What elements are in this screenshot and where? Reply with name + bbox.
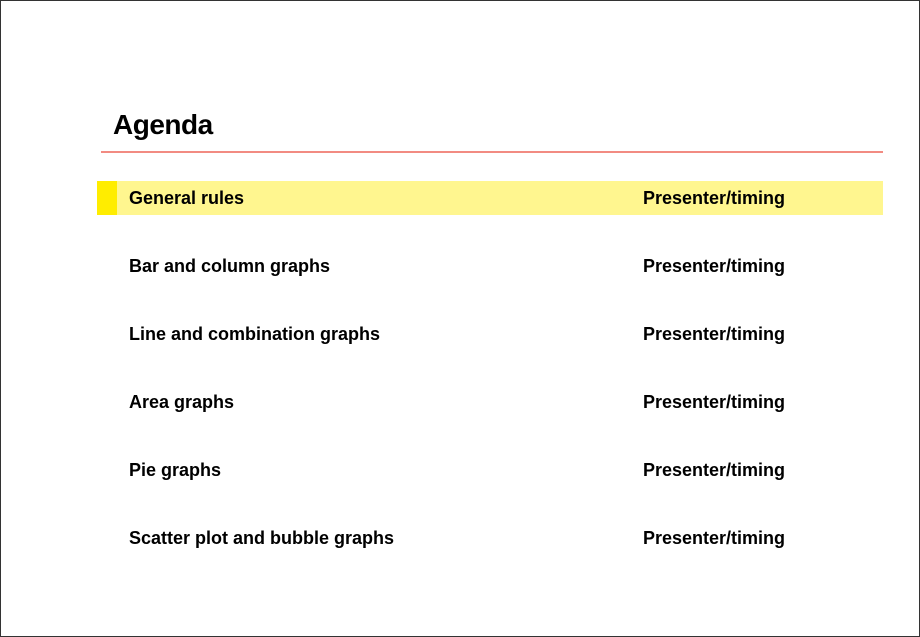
agenda-row-body: Bar and column graphsPresenter/timing <box>117 249 883 283</box>
agenda-bullet <box>97 453 117 487</box>
agenda-bullet <box>97 181 117 215</box>
agenda-bullet <box>97 249 117 283</box>
agenda-meta: Presenter/timing <box>643 460 883 481</box>
agenda-row: Pie graphsPresenter/timing <box>97 453 883 487</box>
agenda-bullet <box>97 385 117 419</box>
agenda-topic: Area graphs <box>129 392 643 413</box>
agenda-list: General rulesPresenter/timingBar and col… <box>97 181 883 555</box>
agenda-meta: Presenter/timing <box>643 188 883 209</box>
slide-content: Agenda General rulesPresenter/timingBar … <box>97 109 883 589</box>
agenda-row-body: Line and combination graphsPresenter/tim… <box>117 317 883 351</box>
agenda-row-body: Pie graphsPresenter/timing <box>117 453 883 487</box>
agenda-row-body: Area graphsPresenter/timing <box>117 385 883 419</box>
agenda-meta: Presenter/timing <box>643 256 883 277</box>
agenda-row-body: Scatter plot and bubble graphsPresenter/… <box>117 521 883 555</box>
agenda-topic: Pie graphs <box>129 460 643 481</box>
agenda-row: Area graphsPresenter/timing <box>97 385 883 419</box>
agenda-topic: Line and combination graphs <box>129 324 643 345</box>
agenda-row-body: General rulesPresenter/timing <box>117 181 883 215</box>
agenda-bullet <box>97 521 117 555</box>
agenda-row: Line and combination graphsPresenter/tim… <box>97 317 883 351</box>
agenda-topic: Bar and column graphs <box>129 256 643 277</box>
agenda-meta: Presenter/timing <box>643 392 883 413</box>
agenda-row: Bar and column graphsPresenter/timing <box>97 249 883 283</box>
agenda-topic: Scatter plot and bubble graphs <box>129 528 643 549</box>
agenda-row: Scatter plot and bubble graphsPresenter/… <box>97 521 883 555</box>
agenda-topic: General rules <box>129 188 643 209</box>
agenda-meta: Presenter/timing <box>643 528 883 549</box>
agenda-meta: Presenter/timing <box>643 324 883 345</box>
agenda-bullet <box>97 317 117 351</box>
slide-title: Agenda <box>113 109 883 141</box>
title-rule <box>101 151 883 153</box>
slide: Agenda General rulesPresenter/timingBar … <box>0 0 920 637</box>
agenda-row: General rulesPresenter/timing <box>97 181 883 215</box>
